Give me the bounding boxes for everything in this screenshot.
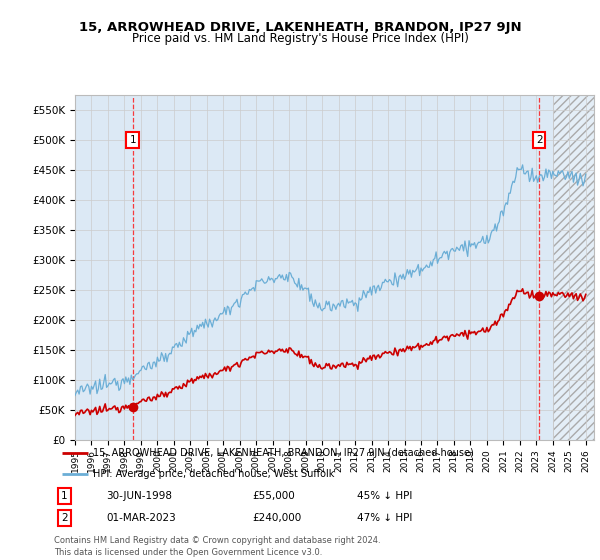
Text: 15, ARROWHEAD DRIVE, LAKENHEATH, BRANDON, IP27 9JN (detached house): 15, ARROWHEAD DRIVE, LAKENHEATH, BRANDON…	[93, 449, 474, 458]
Text: 1: 1	[130, 135, 136, 145]
Text: 1: 1	[61, 491, 68, 501]
Text: HPI: Average price, detached house, West Suffolk: HPI: Average price, detached house, West…	[93, 469, 335, 479]
Text: £240,000: £240,000	[253, 513, 302, 523]
Text: 2: 2	[61, 513, 68, 523]
Text: 30-JUN-1998: 30-JUN-1998	[106, 491, 172, 501]
Text: 47% ↓ HPI: 47% ↓ HPI	[357, 513, 412, 523]
Text: £55,000: £55,000	[253, 491, 295, 501]
Bar	[553, 95, 594, 440]
Bar	[553, 95, 594, 440]
Text: 2: 2	[536, 135, 542, 145]
Text: 01-MAR-2023: 01-MAR-2023	[106, 513, 176, 523]
Text: Contains HM Land Registry data © Crown copyright and database right 2024.
This d: Contains HM Land Registry data © Crown c…	[54, 536, 380, 557]
Text: 15, ARROWHEAD DRIVE, LAKENHEATH, BRANDON, IP27 9JN: 15, ARROWHEAD DRIVE, LAKENHEATH, BRANDON…	[79, 21, 521, 34]
Text: 45% ↓ HPI: 45% ↓ HPI	[357, 491, 412, 501]
Text: Price paid vs. HM Land Registry's House Price Index (HPI): Price paid vs. HM Land Registry's House …	[131, 32, 469, 45]
